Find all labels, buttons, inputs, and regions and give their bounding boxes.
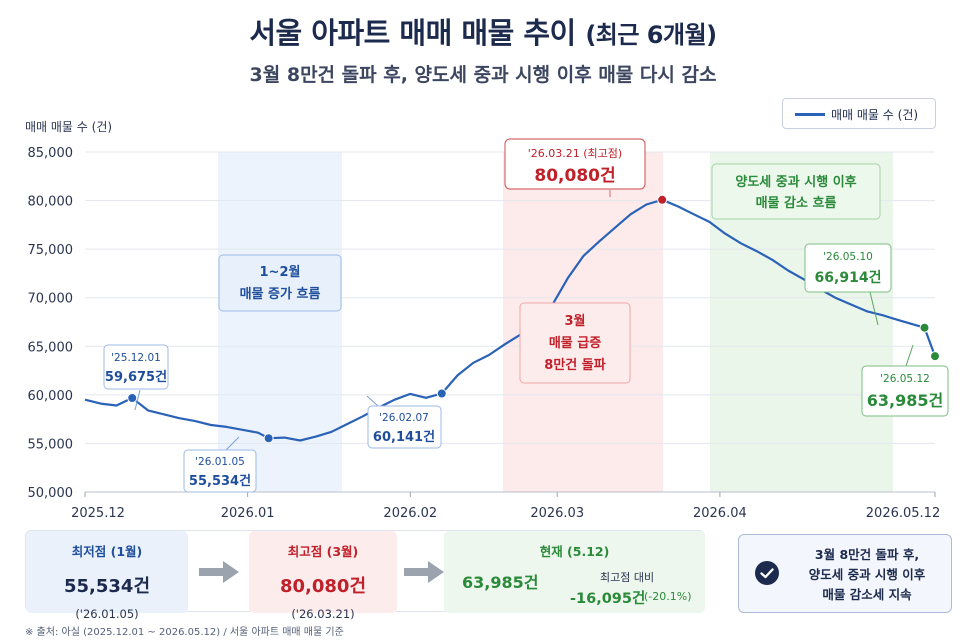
note-line1: 3월 8만건 돌파 후, bbox=[814, 547, 920, 562]
c3-value: 60,141건 bbox=[373, 429, 435, 445]
y-tick-label: 65,000 bbox=[28, 340, 74, 355]
data-point-marker bbox=[263, 433, 274, 444]
y-tick-label: 50,000 bbox=[28, 486, 74, 501]
x-tick-label: 2026.01 bbox=[221, 506, 275, 520]
arrow-right-icon bbox=[199, 561, 239, 583]
red-label-line2: 매물 급증 bbox=[549, 336, 601, 351]
y-tick-label: 70,000 bbox=[28, 292, 74, 307]
callout-c1: '25.12.01 59,675건 bbox=[103, 344, 169, 411]
c2-value: 55,534건 bbox=[189, 473, 251, 489]
c1-value: 59,675건 bbox=[105, 369, 167, 385]
data-point-marker bbox=[919, 322, 930, 333]
callout-c6: '26.05.12 63,985건 bbox=[861, 344, 949, 417]
summary-panel: 최저점 (1월) 55,534건 ('26.01.05) 최고점 (3월) 80… bbox=[25, 530, 705, 621]
shade-blue-region bbox=[218, 152, 342, 492]
summary-now: 현재 (5.12) 63,985건 최고점 대비 -16,095건 (-20.1… bbox=[444, 531, 705, 613]
note-text: 3월 8만건 돌파 후, 양도세 중과 시행 이후 매물 감소세 지속 bbox=[785, 545, 949, 605]
source-footer: ※ 출처: 아실 (2025.12.01 ~ 2026.05.12) / 서울 … bbox=[25, 627, 344, 638]
y-tick-label: 60,000 bbox=[28, 389, 74, 404]
c6-value: 63,985건 bbox=[867, 391, 943, 410]
y-tick-label: 85,000 bbox=[28, 146, 74, 161]
c2-date: '26.01.05 bbox=[195, 456, 245, 468]
callout-c4: '26.03.21 (최고점) 80,080건 bbox=[504, 138, 646, 197]
c4-date: '26.03.21 (최고점) bbox=[528, 147, 622, 160]
line-chart: 85,000 80,000 75,000 70,000 65,000 60,000 55,0… bbox=[25, 120, 949, 520]
now-cmp-value: -16,095건 bbox=[570, 591, 646, 607]
chart-legend: 매매 매물 수 (건) bbox=[782, 98, 936, 129]
now-cmp-label: 최고점 대비 bbox=[600, 571, 655, 584]
arrow-right-icon bbox=[404, 561, 444, 583]
c5-value: 66,914건 bbox=[815, 269, 882, 286]
data-point-marker bbox=[127, 393, 138, 404]
red-label-line1: 3월 bbox=[564, 313, 585, 329]
data-point-marker bbox=[436, 388, 447, 399]
x-tick-label: 2026.04 bbox=[693, 506, 747, 520]
x-tick-label: 2025.12 bbox=[71, 506, 125, 520]
page-subtitle: 3월 8만건 돌파 후, 양도세 중과 시행 이후 매물 다시 감소 bbox=[249, 64, 717, 86]
now-label: 현재 (5.12) bbox=[539, 544, 610, 559]
title-main: 서울 아파트 매매 매물 추이 bbox=[249, 16, 576, 50]
note-line2: 양도세 중과 시행 이후 bbox=[808, 567, 926, 582]
green-region-label: 양도세 중과 시행 이후 매물 감소 흐름 bbox=[711, 163, 881, 220]
c3-date: '26.02.07 bbox=[379, 412, 429, 424]
title-sub: (최근 6개월) bbox=[585, 21, 717, 49]
data-point-marker bbox=[657, 194, 668, 205]
green-label-line2: 매물 감소 흐름 bbox=[756, 196, 837, 211]
x-tick-label: 2026.02 bbox=[383, 506, 437, 520]
c1-date: '25.12.01 bbox=[111, 352, 161, 364]
green-label-line1: 양도세 중과 시행 이후 bbox=[735, 174, 856, 190]
y-tick-label: 80,000 bbox=[28, 195, 74, 210]
x-tick-label: 2026.05.12 bbox=[866, 506, 940, 520]
callout-c5: '26.05.10 66,914건 bbox=[804, 243, 892, 326]
legend-line-swatch bbox=[795, 113, 825, 116]
x-tick-label: 2026.03 bbox=[530, 506, 584, 520]
y-tick-label: 75,000 bbox=[28, 243, 74, 258]
c5-date: '26.05.10 bbox=[823, 251, 873, 263]
series-line bbox=[84, 198, 937, 442]
data-point-marker bbox=[930, 351, 940, 362]
low-value: 55,534건 bbox=[63, 576, 151, 597]
high-value: 80,080건 bbox=[279, 576, 367, 597]
red-label-line3: 8만건 돌파 bbox=[544, 357, 605, 373]
callout-c3: '26.02.07 60,141건 bbox=[366, 395, 442, 449]
blue-label-line1: 1~2월 bbox=[260, 264, 301, 280]
summary-low: 최저점 (1월) 55,534건 ('26.01.05) bbox=[26, 531, 188, 621]
legend-label: 매매 매물 수 (건) bbox=[831, 108, 919, 122]
c4-value: 80,080건 bbox=[534, 166, 615, 186]
blue-label-line2: 매물 증가 흐름 bbox=[240, 287, 321, 302]
c6-date: '26.05.12 bbox=[880, 373, 930, 385]
red-region-label: 3월 매물 급증 8만건 돌파 bbox=[519, 302, 631, 384]
callout-c2: '26.01.05 55,534건 bbox=[183, 436, 257, 493]
summary-high: 최고점 (3월) 80,080건 ('26.03.21) bbox=[249, 531, 397, 621]
blue-region-label: 1~2월 매물 증가 흐름 bbox=[218, 254, 342, 312]
conclusion-note: 3월 8만건 돌파 후, 양도세 중과 시행 이후 매물 감소세 지속 bbox=[738, 534, 952, 613]
now-cmp-pct: (-20.1%) bbox=[644, 590, 692, 603]
low-label: 최저점 (1월) bbox=[71, 544, 143, 559]
now-value: 63,985건 bbox=[462, 573, 539, 592]
y-axis-label: 매매 매물 수 (건) bbox=[25, 120, 112, 134]
y-tick-label: 55,000 bbox=[28, 437, 74, 452]
low-date: ('26.01.05) bbox=[75, 607, 139, 621]
check-circle-icon bbox=[755, 561, 779, 585]
note-line3: 매물 감소세 지속 bbox=[822, 587, 912, 602]
high-label: 최고점 (3월) bbox=[287, 544, 359, 559]
page-title: 서울 아파트 매매 매물 추이 (최근 6개월) bbox=[0, 10, 966, 52]
high-date: ('26.03.21) bbox=[291, 607, 355, 621]
